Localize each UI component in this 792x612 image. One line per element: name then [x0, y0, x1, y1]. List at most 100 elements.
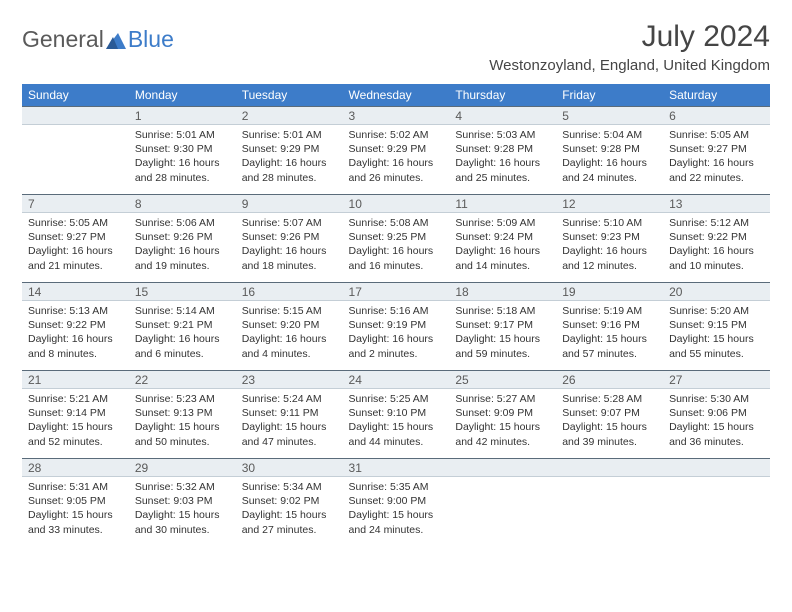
day-number-cell: 25 — [449, 371, 556, 389]
sunrise-text: Sunrise: 5:05 AM — [669, 128, 764, 142]
day-cell-body: Sunrise: 5:16 AMSunset: 9:19 PMDaylight:… — [343, 301, 450, 367]
sunrise-text: Sunrise: 5:09 AM — [455, 216, 550, 230]
day-cell-body: Sunrise: 5:34 AMSunset: 9:02 PMDaylight:… — [236, 477, 343, 543]
day-number: 20 — [663, 283, 770, 300]
sunrise-text: Sunrise: 5:25 AM — [349, 392, 444, 406]
sunset-text: Sunset: 9:27 PM — [28, 230, 123, 244]
daylight-text: Daylight: 15 hours and 42 minutes. — [455, 420, 550, 448]
day-number-cell: 9 — [236, 195, 343, 213]
daylight-text: Daylight: 16 hours and 25 minutes. — [455, 156, 550, 184]
sunrise-text: Sunrise: 5:13 AM — [28, 304, 123, 318]
day-cell: Sunrise: 5:25 AMSunset: 9:10 PMDaylight:… — [343, 389, 450, 459]
daylight-text: Daylight: 16 hours and 12 minutes. — [562, 244, 657, 272]
sunset-text: Sunset: 9:16 PM — [562, 318, 657, 332]
daylight-text: Daylight: 16 hours and 14 minutes. — [455, 244, 550, 272]
day-cell-body: Sunrise: 5:10 AMSunset: 9:23 PMDaylight:… — [556, 213, 663, 279]
day-cell: Sunrise: 5:16 AMSunset: 9:19 PMDaylight:… — [343, 301, 450, 371]
sunset-text: Sunset: 9:23 PM — [562, 230, 657, 244]
day-cell-body — [663, 477, 770, 486]
sunset-text: Sunset: 9:21 PM — [135, 318, 230, 332]
day-cell-body: Sunrise: 5:30 AMSunset: 9:06 PMDaylight:… — [663, 389, 770, 455]
sunset-text: Sunset: 9:29 PM — [242, 142, 337, 156]
day-cell: Sunrise: 5:06 AMSunset: 9:26 PMDaylight:… — [129, 213, 236, 283]
day-number-cell: 27 — [663, 371, 770, 389]
day-header: Thursday — [449, 84, 556, 107]
day-cell: Sunrise: 5:15 AMSunset: 9:20 PMDaylight:… — [236, 301, 343, 371]
daylight-text: Daylight: 15 hours and 57 minutes. — [562, 332, 657, 360]
day-number-cell: 3 — [343, 107, 450, 125]
day-cell-body: Sunrise: 5:28 AMSunset: 9:07 PMDaylight:… — [556, 389, 663, 455]
day-number: 24 — [343, 371, 450, 388]
day-number-cell: 23 — [236, 371, 343, 389]
sunset-text: Sunset: 9:17 PM — [455, 318, 550, 332]
sunrise-text: Sunrise: 5:18 AM — [455, 304, 550, 318]
day-cell-body — [556, 477, 663, 486]
daylight-text: Daylight: 16 hours and 28 minutes. — [242, 156, 337, 184]
daylight-text: Daylight: 15 hours and 52 minutes. — [28, 420, 123, 448]
sunset-text: Sunset: 9:02 PM — [242, 494, 337, 508]
sunrise-text: Sunrise: 5:24 AM — [242, 392, 337, 406]
day-number-cell: 17 — [343, 283, 450, 301]
day-cell-body — [449, 477, 556, 486]
location-subtitle: Westonzoyland, England, United Kingdom — [489, 57, 770, 74]
day-number: 21 — [22, 371, 129, 388]
day-cell: Sunrise: 5:32 AMSunset: 9:03 PMDaylight:… — [129, 477, 236, 547]
logo-text-blue: Blue — [128, 26, 174, 53]
content-row: Sunrise: 5:21 AMSunset: 9:14 PMDaylight:… — [22, 389, 770, 459]
daylight-text: Daylight: 15 hours and 50 minutes. — [135, 420, 230, 448]
sunset-text: Sunset: 9:03 PM — [135, 494, 230, 508]
day-cell: Sunrise: 5:12 AMSunset: 9:22 PMDaylight:… — [663, 213, 770, 283]
day-number: 22 — [129, 371, 236, 388]
day-number: 2 — [236, 107, 343, 124]
day-number-cell — [556, 459, 663, 477]
day-cell: Sunrise: 5:19 AMSunset: 9:16 PMDaylight:… — [556, 301, 663, 371]
day-number-cell: 19 — [556, 283, 663, 301]
logo-triangle-icon — [106, 31, 126, 49]
daylight-text: Daylight: 15 hours and 59 minutes. — [455, 332, 550, 360]
daylight-text: Daylight: 16 hours and 24 minutes. — [562, 156, 657, 184]
daynum-row: 28293031 — [22, 459, 770, 477]
day-number — [556, 459, 663, 462]
day-number: 3 — [343, 107, 450, 124]
day-number-cell: 4 — [449, 107, 556, 125]
day-cell: Sunrise: 5:05 AMSunset: 9:27 PMDaylight:… — [663, 125, 770, 195]
daylight-text: Daylight: 15 hours and 27 minutes. — [242, 508, 337, 536]
sunset-text: Sunset: 9:05 PM — [28, 494, 123, 508]
sunset-text: Sunset: 9:11 PM — [242, 406, 337, 420]
day-number-cell: 5 — [556, 107, 663, 125]
day-cell: Sunrise: 5:09 AMSunset: 9:24 PMDaylight:… — [449, 213, 556, 283]
day-cell: Sunrise: 5:35 AMSunset: 9:00 PMDaylight:… — [343, 477, 450, 547]
day-number: 28 — [22, 459, 129, 476]
sunrise-text: Sunrise: 5:16 AM — [349, 304, 444, 318]
sunrise-text: Sunrise: 5:01 AM — [135, 128, 230, 142]
sunrise-text: Sunrise: 5:12 AM — [669, 216, 764, 230]
day-number: 17 — [343, 283, 450, 300]
sunrise-text: Sunrise: 5:05 AM — [28, 216, 123, 230]
sunset-text: Sunset: 9:07 PM — [562, 406, 657, 420]
sunrise-text: Sunrise: 5:35 AM — [349, 480, 444, 494]
sunrise-text: Sunrise: 5:03 AM — [455, 128, 550, 142]
sunset-text: Sunset: 9:13 PM — [135, 406, 230, 420]
day-cell: Sunrise: 5:21 AMSunset: 9:14 PMDaylight:… — [22, 389, 129, 459]
day-number-cell: 8 — [129, 195, 236, 213]
sunrise-text: Sunrise: 5:20 AM — [669, 304, 764, 318]
daylight-text: Daylight: 16 hours and 19 minutes. — [135, 244, 230, 272]
sunrise-text: Sunrise: 5:07 AM — [242, 216, 337, 230]
sunrise-text: Sunrise: 5:19 AM — [562, 304, 657, 318]
sunset-text: Sunset: 9:09 PM — [455, 406, 550, 420]
day-cell-body: Sunrise: 5:27 AMSunset: 9:09 PMDaylight:… — [449, 389, 556, 455]
day-header: Monday — [129, 84, 236, 107]
daylight-text: Daylight: 16 hours and 2 minutes. — [349, 332, 444, 360]
day-cell: Sunrise: 5:13 AMSunset: 9:22 PMDaylight:… — [22, 301, 129, 371]
day-number-cell: 29 — [129, 459, 236, 477]
day-header: Tuesday — [236, 84, 343, 107]
day-cell-body: Sunrise: 5:31 AMSunset: 9:05 PMDaylight:… — [22, 477, 129, 543]
day-cell: Sunrise: 5:03 AMSunset: 9:28 PMDaylight:… — [449, 125, 556, 195]
daynum-row: 14151617181920 — [22, 283, 770, 301]
sunset-text: Sunset: 9:27 PM — [669, 142, 764, 156]
day-cell: Sunrise: 5:07 AMSunset: 9:26 PMDaylight:… — [236, 213, 343, 283]
daylight-text: Daylight: 15 hours and 33 minutes. — [28, 508, 123, 536]
daynum-row: 123456 — [22, 107, 770, 125]
day-number-cell: 2 — [236, 107, 343, 125]
sunrise-text: Sunrise: 5:08 AM — [349, 216, 444, 230]
